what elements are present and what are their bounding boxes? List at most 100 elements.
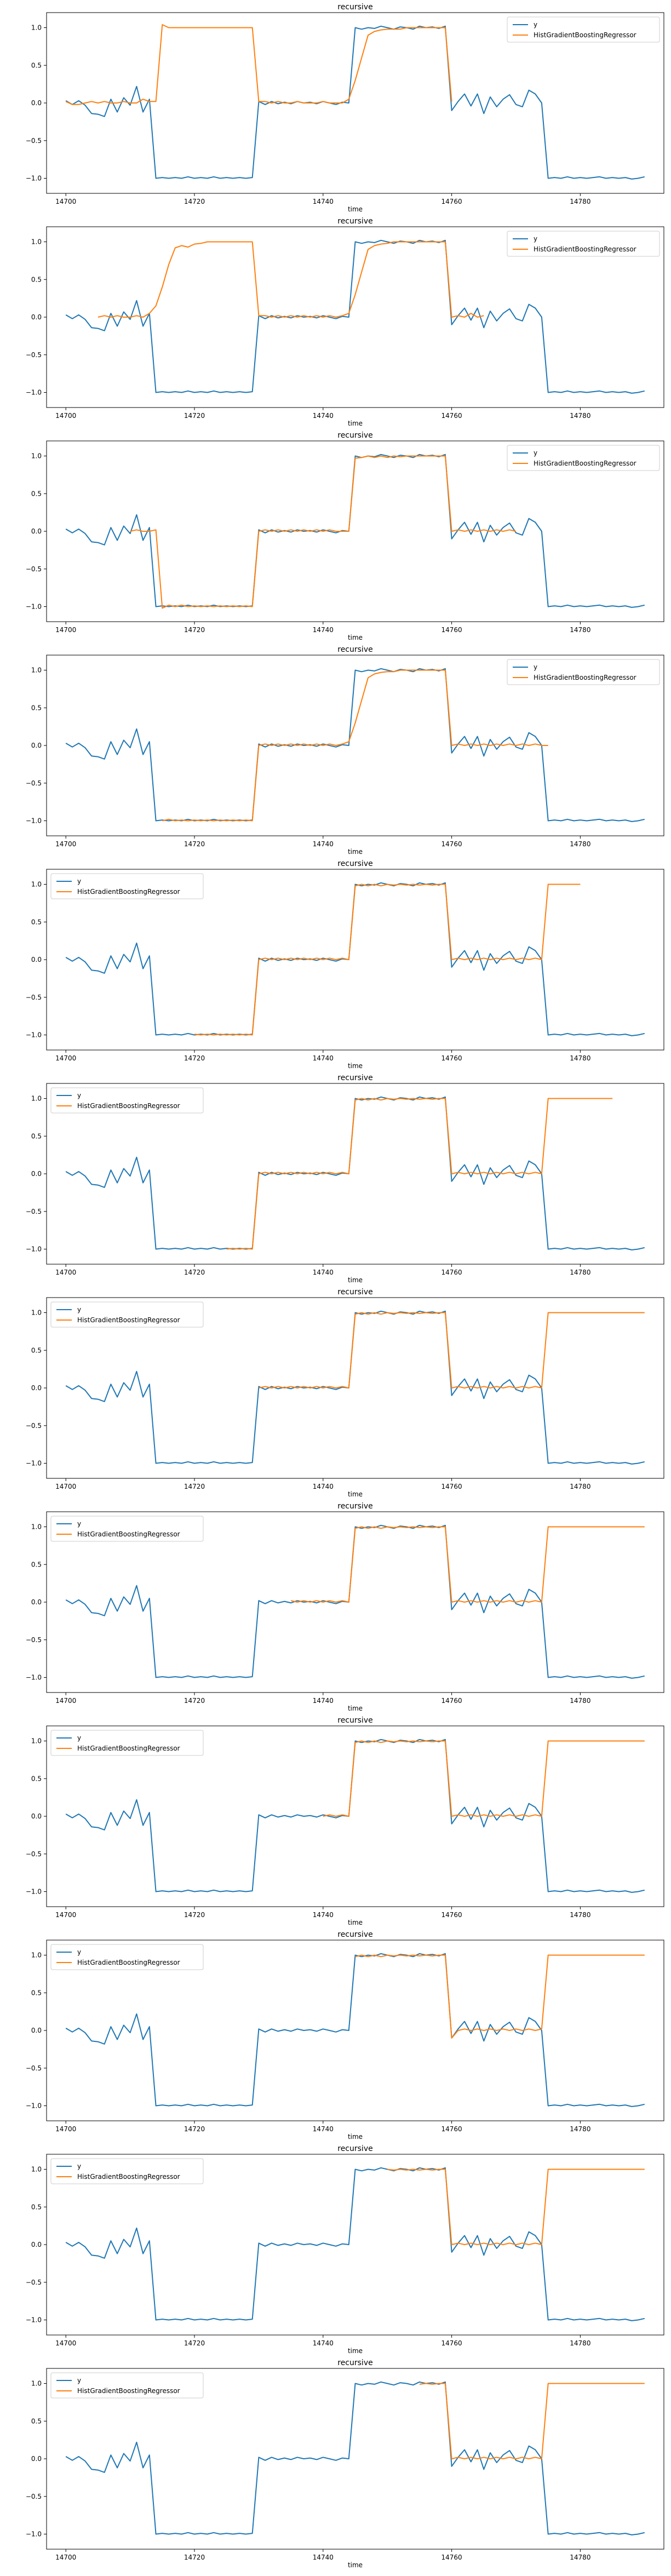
legend — [50, 2372, 204, 2399]
chart-title: recursive — [337, 1288, 372, 1296]
y-tick-label: 0.5 — [31, 1560, 42, 1568]
legend-label: HistGradientBoostingRegressor — [77, 1745, 180, 1752]
legend-label: HistGradientBoostingRegressor — [77, 1959, 180, 1966]
x-axis-label: time — [348, 634, 363, 641]
x-tick-label: 14760 — [441, 626, 462, 634]
chart-title: recursive — [337, 1074, 372, 1082]
legend-label: HistGradientBoostingRegressor — [534, 460, 636, 467]
series-line-histgradientboostingregressor — [355, 1954, 645, 2039]
series-line-histgradientboostingregressor — [290, 1526, 645, 1603]
x-tick-label: 14740 — [313, 1269, 334, 1276]
y-tick-label: 0.5 — [31, 2417, 42, 2425]
x-tick-label: 14700 — [55, 1054, 76, 1062]
x-tick-label: 14780 — [570, 1269, 590, 1276]
y-tick-label: −1.0 — [26, 603, 42, 611]
chart-panel-3: recursive −1.0 −0.5 0.0 0.5 1.0 14700 14720 1474… — [26, 431, 664, 641]
series-line-histgradientboostingregressor — [98, 241, 484, 318]
chart-title: recursive — [337, 217, 372, 226]
legend-label: y — [77, 1092, 81, 1099]
chart-panel-1: recursive −1.0 −0.5 0.0 0.5 1.0 14700 14720 1474… — [26, 3, 664, 213]
y-tick-label: 0.0 — [31, 1598, 42, 1606]
chart-panel-12: recursive −1.0 −0.5 0.0 0.5 1.0 14700 14720 1474… — [26, 2359, 664, 2569]
y-tick-label: 0.0 — [31, 1812, 42, 1820]
y-tick-label: 0.0 — [31, 2241, 42, 2248]
y-tick-label: 1.0 — [31, 667, 42, 674]
series-line-histgradientboostingregressor — [226, 1098, 613, 1250]
x-tick-label: 14700 — [55, 1483, 76, 1490]
y-tick-label: −1.0 — [26, 389, 42, 397]
x-axis-label: time — [348, 420, 363, 427]
x-tick-label: 14720 — [184, 2339, 205, 2347]
legend-label: y — [77, 2162, 81, 2170]
x-tick-label: 14760 — [441, 1269, 462, 1276]
y-tick-label: 1.0 — [31, 1523, 42, 1531]
x-tick-label: 14720 — [184, 1697, 205, 1705]
legend-label: HistGradientBoostingRegressor — [77, 1102, 180, 1110]
y-tick-label: 0.5 — [31, 490, 42, 497]
y-tick-label: −0.5 — [26, 2064, 42, 2072]
chart-title: recursive — [337, 859, 372, 868]
legend-label: y — [534, 21, 537, 28]
y-tick-label: 0.0 — [31, 742, 42, 749]
legend — [50, 1516, 204, 1542]
y-tick-label: 0.0 — [31, 1384, 42, 1392]
y-tick-label: 0.0 — [31, 2027, 42, 2034]
x-tick-label: 14700 — [55, 2554, 76, 2561]
series-line-y — [65, 2381, 645, 2535]
series-line-y — [65, 2167, 645, 2321]
chart-title: recursive — [337, 2144, 372, 2153]
legend-label: y — [77, 2377, 81, 2384]
series-line-histgradientboostingregressor — [259, 1312, 645, 1389]
y-tick-label: −0.5 — [26, 1422, 42, 1430]
series-line-histgradientboostingregressor — [387, 2168, 645, 2245]
x-tick-label: 14760 — [441, 1483, 462, 1490]
chart-panel-5: recursive −1.0 −0.5 0.0 0.5 1.0 14700 14720 1474… — [26, 859, 664, 1070]
series-line-y — [65, 1310, 645, 1465]
x-tick-label: 14700 — [55, 198, 76, 205]
x-tick-label: 14780 — [570, 1697, 590, 1705]
x-tick-label: 14720 — [184, 1911, 205, 1919]
x-tick-label: 14740 — [313, 2554, 334, 2561]
chart-title: recursive — [337, 645, 372, 654]
x-tick-label: 14700 — [55, 1911, 76, 1919]
y-tick-label: 1.0 — [31, 24, 42, 32]
series-line-histgradientboostingregressor — [162, 669, 548, 822]
y-tick-label: 0.0 — [31, 956, 42, 963]
y-tick-label: 0.0 — [31, 1170, 42, 1178]
y-tick-label: 0.0 — [31, 2455, 42, 2463]
x-tick-label: 14720 — [184, 1269, 205, 1276]
x-tick-label: 14740 — [313, 2339, 334, 2347]
x-tick-label: 14780 — [570, 1911, 590, 1919]
x-tick-label: 14760 — [441, 2125, 462, 2133]
series-line-y — [65, 239, 645, 394]
legend-label: y — [534, 663, 537, 671]
legend-label: y — [77, 1734, 81, 1742]
x-tick-label: 14720 — [184, 840, 205, 848]
x-axis-label: time — [348, 2133, 363, 2141]
legend — [50, 2158, 204, 2184]
y-tick-label: 0.5 — [31, 1989, 42, 1996]
series-line-y — [65, 668, 645, 822]
legend-label: y — [77, 1306, 81, 1313]
x-tick-label: 14740 — [313, 412, 334, 420]
chart-panel-11: recursive −1.0 −0.5 0.0 0.5 1.0 14700 14720 1474… — [26, 2144, 664, 2355]
series-line-y — [65, 1953, 645, 2107]
x-tick-label: 14760 — [441, 1697, 462, 1705]
y-tick-label: −0.5 — [26, 565, 42, 573]
legend-label: y — [77, 1948, 81, 1956]
x-tick-label: 14700 — [55, 1697, 76, 1705]
legend-label: HistGradientBoostingRegressor — [77, 2173, 180, 2181]
series-line-y — [65, 25, 645, 180]
chart-title: recursive — [337, 431, 372, 440]
chart-panel-7: recursive −1.0 −0.5 0.0 0.5 1.0 14700 14720 1474… — [26, 1288, 664, 1498]
series-line-histgradientboostingregressor — [419, 2383, 645, 2459]
y-tick-label: −0.5 — [26, 994, 42, 1001]
legend-label: y — [77, 877, 81, 885]
y-tick-label: −1.0 — [26, 2316, 42, 2324]
x-tick-label: 14720 — [184, 1483, 205, 1490]
x-axis-label: time — [348, 2561, 363, 2569]
x-tick-label: 14740 — [313, 1483, 334, 1490]
y-tick-label: −1.0 — [26, 817, 42, 825]
x-tick-label: 14740 — [313, 1911, 334, 1919]
